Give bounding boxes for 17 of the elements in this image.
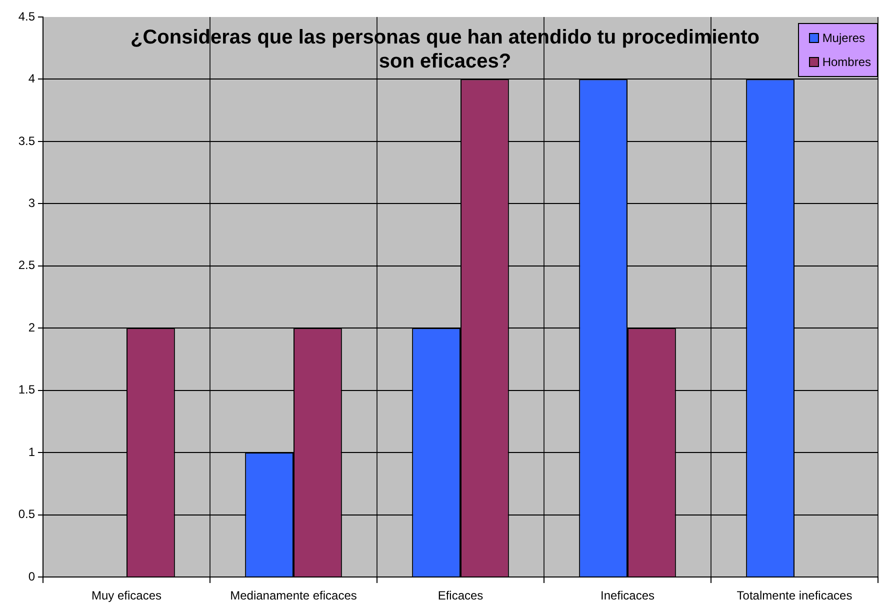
y-tick-label: 4 [28,72,36,86]
x-tick-label: Ineficaces [600,588,655,603]
legend-label: Hombres [822,55,871,69]
y-tick-label: 1.5 [18,382,36,397]
x-tick-label: Totalmente ineficaces [736,588,852,603]
y-tick-label: 0.5 [18,507,36,522]
y-tick-label: 3 [28,196,36,210]
x-tick-label: Medianamente eficaces [230,588,357,603]
y-tick-label: 1 [28,444,36,459]
y-tick-label: 4.5 [18,9,36,24]
legend-label: Mujeres [822,31,865,45]
y-tick-label: 2 [28,320,36,334]
y-tick-label: 2.5 [18,258,36,272]
x-tick-label: Muy eficaces [91,588,162,603]
x-tick-label: Eficaces [438,588,484,603]
y-tick-label: 0 [28,569,36,584]
y-tick-label: 3.5 [18,134,36,148]
